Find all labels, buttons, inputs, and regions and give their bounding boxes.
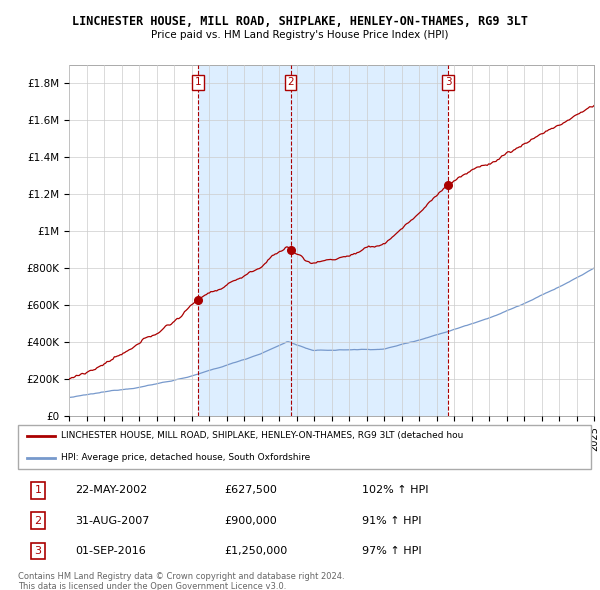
Text: HPI: Average price, detached house, South Oxfordshire: HPI: Average price, detached house, Sout… bbox=[61, 454, 310, 463]
Text: 31-AUG-2007: 31-AUG-2007 bbox=[76, 516, 149, 526]
Text: 97% ↑ HPI: 97% ↑ HPI bbox=[362, 546, 421, 556]
Text: LINCHESTER HOUSE, MILL ROAD, SHIPLAKE, HENLEY-ON-THAMES, RG9 3LT: LINCHESTER HOUSE, MILL ROAD, SHIPLAKE, H… bbox=[72, 15, 528, 28]
Text: 1: 1 bbox=[35, 486, 41, 496]
Text: 01-SEP-2016: 01-SEP-2016 bbox=[76, 546, 146, 556]
Text: 1: 1 bbox=[195, 77, 202, 87]
Text: £1,250,000: £1,250,000 bbox=[224, 546, 287, 556]
Text: Contains HM Land Registry data © Crown copyright and database right 2024.: Contains HM Land Registry data © Crown c… bbox=[18, 572, 344, 581]
Bar bbox=[290, 65, 448, 416]
Text: £627,500: £627,500 bbox=[224, 486, 277, 496]
Text: 2: 2 bbox=[287, 77, 294, 87]
Text: LINCHESTER HOUSE, MILL ROAD, SHIPLAKE, HENLEY-ON-THAMES, RG9 3LT (detached hou: LINCHESTER HOUSE, MILL ROAD, SHIPLAKE, H… bbox=[61, 431, 463, 440]
Text: 3: 3 bbox=[35, 546, 41, 556]
Text: 22-MAY-2002: 22-MAY-2002 bbox=[76, 486, 148, 496]
Text: 102% ↑ HPI: 102% ↑ HPI bbox=[362, 486, 428, 496]
Text: 3: 3 bbox=[445, 77, 452, 87]
Text: £900,000: £900,000 bbox=[224, 516, 277, 526]
Text: 91% ↑ HPI: 91% ↑ HPI bbox=[362, 516, 421, 526]
Text: This data is licensed under the Open Government Licence v3.0.: This data is licensed under the Open Gov… bbox=[18, 582, 286, 590]
Text: Price paid vs. HM Land Registry's House Price Index (HPI): Price paid vs. HM Land Registry's House … bbox=[151, 30, 449, 40]
Text: 2: 2 bbox=[34, 516, 41, 526]
Bar bbox=[198, 65, 290, 416]
